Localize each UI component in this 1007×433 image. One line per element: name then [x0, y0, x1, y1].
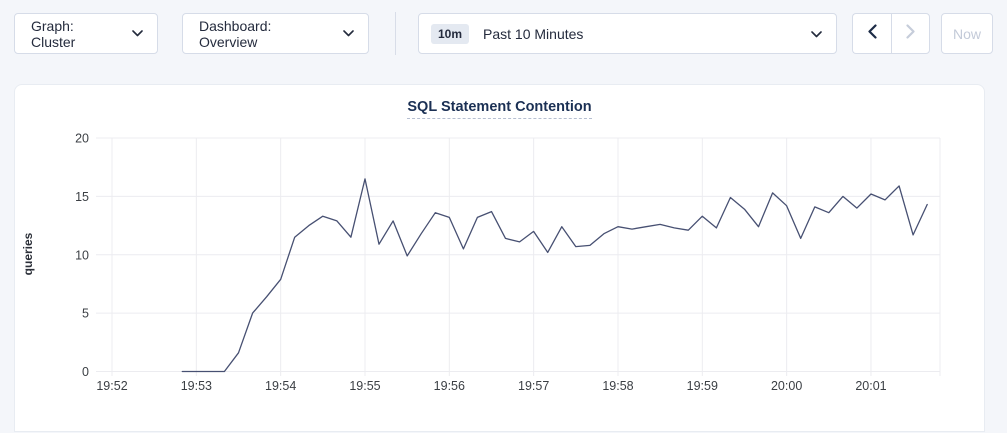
step-back-button[interactable]: [852, 13, 891, 54]
graph-dropdown-label: Graph: Cluster: [31, 17, 76, 50]
x-tick-label: 19:58: [602, 379, 633, 393]
x-tick-label: 19:59: [687, 379, 718, 393]
y-tick-label: 10: [75, 248, 89, 262]
dashboard-dropdown[interactable]: Dashboard: Overview: [182, 13, 369, 54]
x-tick-label: 19:53: [181, 379, 212, 393]
y-tick-label: 20: [75, 132, 89, 146]
chevron-down-icon: [132, 30, 143, 37]
x-tick-label: 20:00: [771, 379, 802, 393]
chevron-left-icon: [867, 23, 877, 44]
graph-dropdown[interactable]: Graph: Cluster: [14, 13, 158, 54]
x-tick-label: 20:01: [855, 379, 886, 393]
chart-card: SQL Statement Contention queries 0 5 10 15 2…: [14, 84, 985, 432]
now-button[interactable]: Now: [941, 13, 993, 54]
toolbar-divider: [395, 12, 396, 55]
time-step-buttons: [852, 13, 930, 54]
chevron-down-icon: [343, 30, 354, 37]
x-tick-label: 19:55: [349, 379, 380, 393]
line-chart: 0 5 10 15 20 19:52 19:53 19:54 19:55 19:56 19:57 19…: [75, 132, 941, 393]
chart-line-series: [181, 178, 928, 373]
step-forward-button[interactable]: [891, 13, 930, 54]
chart-title-row: SQL Statement Contention: [15, 98, 984, 119]
chevron-right-icon: [906, 23, 915, 44]
dashboard-dropdown-label: Dashboard: Overview: [199, 17, 272, 50]
time-range-badge: 10m: [431, 23, 470, 44]
x-tick-label: 19:56: [434, 379, 465, 393]
time-range-dropdown[interactable]: 10m Past 10 Minutes: [418, 13, 837, 54]
chart-title[interactable]: SQL Statement Contention: [407, 99, 592, 119]
x-tick-label: 19:57: [518, 379, 549, 393]
y-tick-label: 5: [82, 307, 89, 321]
x-tick-label: 19:54: [265, 379, 296, 393]
time-range-label: Past 10 Minutes: [483, 25, 584, 42]
y-tick-label: 15: [75, 190, 89, 204]
y-tick-label: 0: [82, 365, 89, 379]
chevron-down-icon: [811, 14, 822, 55]
x-tick-label: 19:52: [96, 379, 127, 393]
